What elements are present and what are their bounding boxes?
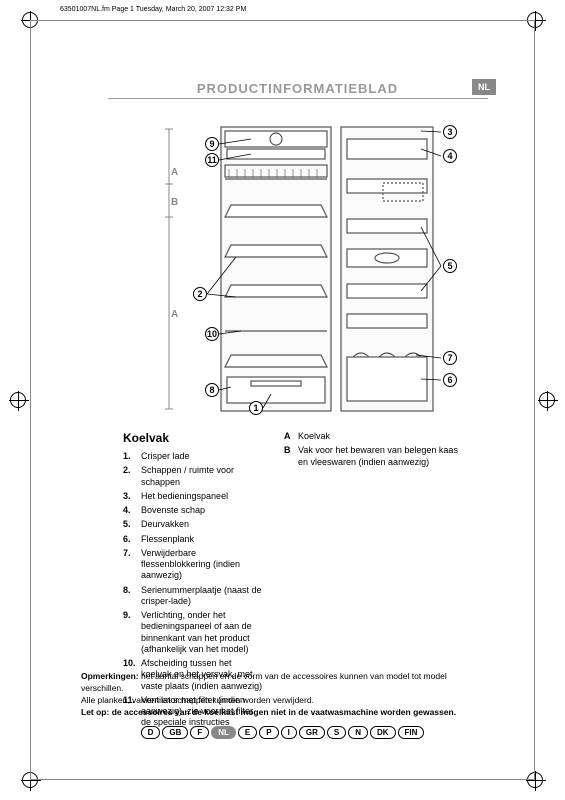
callout-11: 11 bbox=[205, 153, 219, 167]
language-oval-i[interactable]: I bbox=[281, 726, 297, 739]
item-text: Verlichting, onder het bedieningspaneel … bbox=[141, 610, 264, 655]
item-letter: A bbox=[284, 431, 298, 442]
item-number: 3. bbox=[123, 491, 141, 502]
list-item: 4.Bovenste schap bbox=[123, 505, 264, 516]
item-text: Koelvak bbox=[298, 431, 330, 442]
language-oval-d[interactable]: D bbox=[141, 726, 161, 739]
language-oval-n[interactable]: N bbox=[348, 726, 368, 739]
note-line-1: Opmerkingen: het aantal schappen en de v… bbox=[81, 671, 484, 695]
item-text: Het bedieningspaneel bbox=[141, 491, 228, 502]
callout-5: 5 bbox=[443, 259, 457, 273]
item-text: Deurvakken bbox=[141, 519, 189, 530]
dim-label-A: A bbox=[171, 167, 178, 178]
list-item: 8.Serienummerplaatje (naast de crisper-l… bbox=[123, 585, 264, 608]
language-oval-e[interactable]: E bbox=[238, 726, 257, 739]
item-number: 6. bbox=[123, 534, 141, 545]
language-oval-gr[interactable]: GR bbox=[299, 726, 325, 739]
lettered-list: AKoelvakBVak voor het bewaren van belege… bbox=[284, 431, 464, 468]
note-line-2: Alle planken, vakken en schappen kunnen … bbox=[81, 695, 484, 707]
callout-3: 3 bbox=[443, 125, 457, 139]
crop-mark bbox=[10, 392, 26, 408]
title-bar: PRODUCTINFORMATIEBLAD bbox=[96, 81, 499, 99]
item-text: Bovenste schap bbox=[141, 505, 205, 516]
list-item: 7.Verwijderbare flessenblokkering (indie… bbox=[123, 548, 264, 582]
language-oval-nl[interactable]: NL bbox=[211, 726, 236, 739]
item-text: Crisper lade bbox=[141, 451, 190, 462]
callout-8: 8 bbox=[205, 383, 219, 397]
item-number: 1. bbox=[123, 451, 141, 462]
dim-label-B: B bbox=[171, 197, 178, 208]
language-selector-row: DGBFNLEPIGRSNDKFIN bbox=[31, 726, 534, 739]
language-oval-s[interactable]: S bbox=[327, 726, 346, 739]
item-number: 5. bbox=[123, 519, 141, 530]
item-number: 8. bbox=[123, 585, 141, 608]
item-text: Vak voor het bewaren van belegen kaas en… bbox=[298, 445, 464, 468]
language-oval-fin[interactable]: FIN bbox=[398, 726, 425, 739]
language-oval-p[interactable]: P bbox=[259, 726, 278, 739]
item-text: Serienummerplaatje (naast de crisper-lad… bbox=[141, 585, 264, 608]
callout-6: 6 bbox=[443, 373, 457, 387]
list-item: 3.Het bedieningspaneel bbox=[123, 491, 264, 502]
item-number: 4. bbox=[123, 505, 141, 516]
language-oval-f[interactable]: F bbox=[190, 726, 209, 739]
crop-mark bbox=[539, 392, 555, 408]
item-letter: B bbox=[284, 445, 298, 468]
list-item: 6.Flessenplank bbox=[123, 534, 264, 545]
list-item: 1.Crisper lade bbox=[123, 451, 264, 462]
item-number: 2. bbox=[123, 465, 141, 488]
list-item: 9.Verlichting, onder het bedieningspanee… bbox=[123, 610, 264, 655]
item-text: Schappen / ruimte voor schappen bbox=[141, 465, 264, 488]
list-item: 5.Deurvakken bbox=[123, 519, 264, 530]
item-text: Flessenplank bbox=[141, 534, 194, 545]
callout-7: 7 bbox=[443, 351, 457, 365]
note-bold: Opmerkingen: bbox=[81, 671, 139, 681]
page-frame: PRODUCTINFORMATIEBLAD NL bbox=[30, 20, 535, 780]
list-item: AKoelvak bbox=[284, 431, 464, 442]
note-line-3: Let op: de accessoires van de koelkast m… bbox=[81, 707, 484, 719]
callout-10: 10 bbox=[205, 327, 219, 341]
product-diagram: 1 2 3 4 5 6 7 8 9 10 11 A B A bbox=[121, 109, 461, 419]
item-text: Verwijderbare flessenblokkering (indien … bbox=[141, 548, 264, 582]
notes-block: Opmerkingen: het aantal schappen en de v… bbox=[81, 671, 484, 719]
list-item: 2.Schappen / ruimte voor schappen bbox=[123, 465, 264, 488]
dim-label-A: A bbox=[171, 309, 178, 320]
callout-2: 2 bbox=[193, 287, 207, 301]
list-item: BVak voor het bewaren van belegen kaas e… bbox=[284, 445, 464, 468]
section-title: Koelvak bbox=[123, 431, 264, 445]
language-oval-gb[interactable]: GB bbox=[162, 726, 188, 739]
page-title: PRODUCTINFORMATIEBLAD bbox=[108, 81, 488, 99]
callout-9: 9 bbox=[205, 137, 219, 151]
callout-4: 4 bbox=[443, 149, 457, 163]
header-meta: 63501007NL.fm Page 1 Tuesday, March 20, … bbox=[60, 6, 246, 13]
language-badge: NL bbox=[472, 79, 496, 95]
fridge-diagram-svg bbox=[121, 109, 461, 419]
callout-1: 1 bbox=[249, 401, 263, 415]
item-number: 7. bbox=[123, 548, 141, 582]
language-oval-dk[interactable]: DK bbox=[370, 726, 396, 739]
item-number: 9. bbox=[123, 610, 141, 655]
